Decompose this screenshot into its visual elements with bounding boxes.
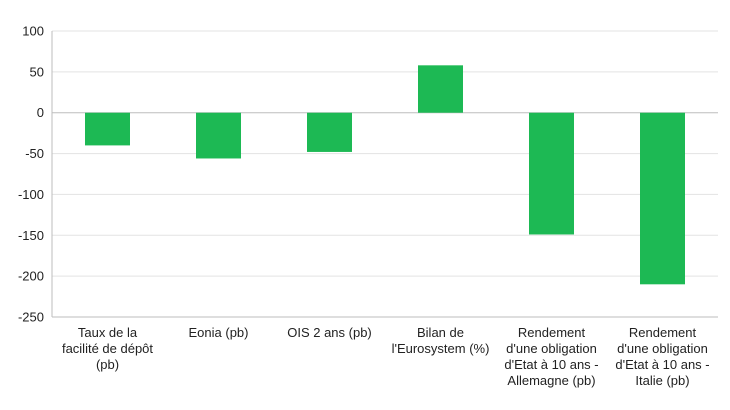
bars xyxy=(85,65,685,285)
y-tick-label: -200 xyxy=(18,269,44,284)
category-label-line: Eonia (pb) xyxy=(189,325,249,340)
category-label: Taux de la facilité de dépôt (pb) xyxy=(62,325,153,372)
y-tick-label: 50 xyxy=(30,64,44,79)
y-tick-label: 100 xyxy=(22,24,44,39)
bar xyxy=(529,112,574,235)
category-label-line: facilité de dépôt xyxy=(62,341,153,356)
category-label-line: d'Etat à 10 ans - xyxy=(504,357,598,372)
y-tick-label: 0 xyxy=(37,105,44,120)
y-tick-label: -250 xyxy=(18,310,44,325)
category-labels: Taux de la facilité de dépôt (pb) Eonia (pb… xyxy=(62,325,710,388)
category-label-line: Rendement xyxy=(629,325,697,340)
y-tick-labels: 100 50 0 -50 -100 -150 -200 -250 xyxy=(18,24,44,325)
gridlines xyxy=(52,30,718,318)
bar xyxy=(196,112,241,159)
category-label-line: d'une obligation xyxy=(617,341,708,356)
category-label: Rendement d'une obligation d'Etat à 10 ans… xyxy=(504,325,598,388)
category-label-line: Rendement xyxy=(518,325,586,340)
category-label-line: Allemagne (pb) xyxy=(507,373,595,388)
bar xyxy=(85,112,130,146)
axes xyxy=(51,31,718,318)
category-label: Eonia (pb) xyxy=(189,325,249,340)
category-label-line: Bilan de xyxy=(417,325,464,340)
category-label-line: Italie (pb) xyxy=(635,373,689,388)
category-label: Rendement d'une obligation d'Etat à 10 ans… xyxy=(615,325,709,388)
category-label: Bilan de l'Eurosystem (%) xyxy=(392,325,490,356)
bar xyxy=(640,112,685,285)
category-label-line: l'Eurosystem (%) xyxy=(392,341,490,356)
category-label-line: d'Etat à 10 ans - xyxy=(615,357,709,372)
category-label-line: Taux de la xyxy=(78,325,138,340)
category-label: OIS 2 ans (pb) xyxy=(287,325,372,340)
category-label-line: (pb) xyxy=(96,357,119,372)
bar xyxy=(307,112,352,152)
y-tick-label: -150 xyxy=(18,228,44,243)
category-label-line: d'une obligation xyxy=(506,341,597,356)
y-tick-label: -50 xyxy=(25,146,44,161)
bar xyxy=(418,65,463,113)
y-tick-label: -100 xyxy=(18,187,44,202)
category-label-line: OIS 2 ans (pb) xyxy=(287,325,372,340)
